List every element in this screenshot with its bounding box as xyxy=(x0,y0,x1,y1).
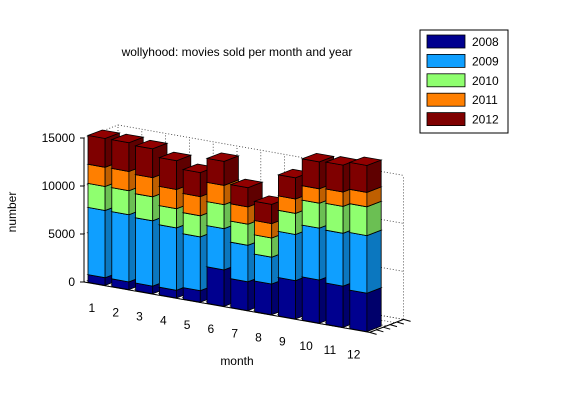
legend-label-2011: 2011 xyxy=(472,93,498,107)
z-tick-labels: 0 5000 10000 15000 xyxy=(42,131,76,289)
legend-label-2012: 2012 xyxy=(472,113,499,127)
x-axis-label: month xyxy=(220,354,253,368)
x-tick-label: 9 xyxy=(279,335,286,349)
x-tick-label: 7 xyxy=(231,326,238,340)
x-tick-label: 2 xyxy=(112,305,119,319)
z-tick-label: 0 xyxy=(68,275,75,289)
x-tick-label: 3 xyxy=(136,310,143,324)
legend-swatch-2008 xyxy=(426,34,466,49)
x-tick-label: 8 xyxy=(255,331,262,345)
legend-label-2008: 2008 xyxy=(472,35,499,49)
chart-title: wollyhood: movies sold per month and yea… xyxy=(121,45,353,59)
legend: 2008 2009 2010 2011 2012 xyxy=(419,29,509,134)
legend-swatch-2012 xyxy=(426,112,466,126)
x-tick-label: 12 xyxy=(347,347,361,361)
x-tick-label: 4 xyxy=(160,314,167,328)
z-tick-label: 15000 xyxy=(42,131,76,145)
y-axis-label: number xyxy=(5,192,19,233)
legend-label-2009: 2009 xyxy=(472,54,499,68)
axes-layer xyxy=(80,137,411,335)
legend-swatch-2010 xyxy=(426,73,466,88)
bars-layer xyxy=(86,129,383,333)
bar-2012-month-12 xyxy=(348,156,383,193)
x-tick-label: 10 xyxy=(299,339,313,353)
legend-swatch-2011 xyxy=(426,92,466,107)
x-tick-label: 1 xyxy=(89,301,96,315)
bar-2012-month-6 xyxy=(205,152,240,186)
bar-2012-month-7 xyxy=(229,178,264,208)
legend-label-2010: 2010 xyxy=(472,74,499,88)
z-tick-label: 5000 xyxy=(48,227,75,241)
x-tick-label: 5 xyxy=(184,318,191,332)
z-tick-label: 10000 xyxy=(42,179,76,193)
x-tick-label: 11 xyxy=(324,343,337,357)
legend-swatch-2009 xyxy=(426,54,466,68)
x-tick-labels: 1 2 3 4 5 6 7 8 9 10 11 12 xyxy=(89,301,361,361)
x-tick-label: 6 xyxy=(208,322,215,336)
bar-2009-month-12 xyxy=(348,226,383,294)
